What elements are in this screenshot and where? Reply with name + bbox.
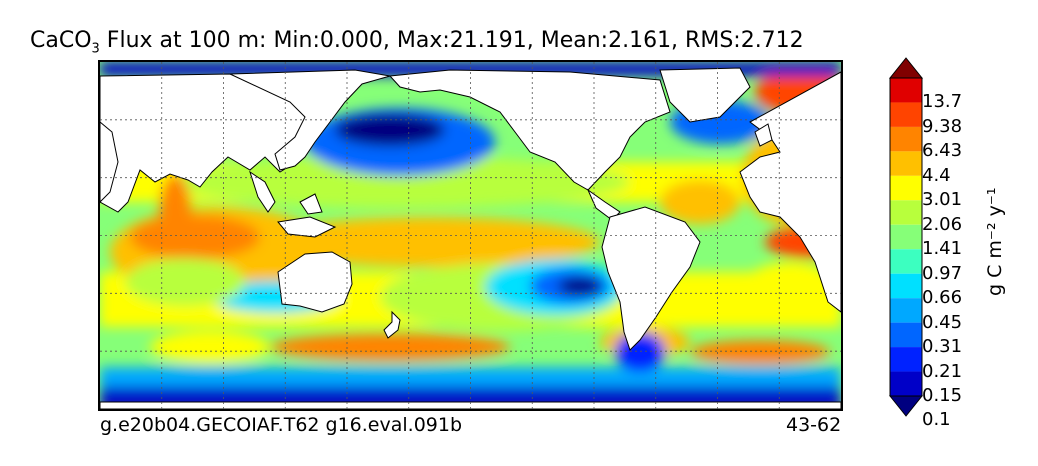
colorbar-tick-label: 4.4 <box>922 164 951 186</box>
colorbar-bin <box>890 273 922 299</box>
colorbar-tick-label: 9.38 <box>922 115 963 137</box>
colorbar-tick-label: 0.31 <box>922 336 963 358</box>
case-name: g.e20b04.GECOIAF.T62 g16.eval.091b <box>100 414 463 436</box>
uk-landmass <box>754 123 773 147</box>
colorbar-max-arrow <box>888 57 924 79</box>
colorbar-bin <box>890 175 922 201</box>
colorbar-bin <box>890 371 922 396</box>
colorbar-bin <box>890 298 922 323</box>
colorbar-bin <box>890 322 922 348</box>
colorbar-bin <box>890 126 922 152</box>
colorbar-tick-label: 0.45 <box>922 311 963 333</box>
north-america-landmass <box>388 69 671 191</box>
chart-title: CaCO3 Flux at 100 m: Min:0.000, Max:21.1… <box>30 28 804 56</box>
new-zealand-landmass <box>383 310 401 339</box>
graticule <box>100 62 841 409</box>
colorbar-bin <box>890 102 922 127</box>
colorbar-tick-label: 0.1 <box>922 409 951 431</box>
colorbar-unit-label: g C m⁻² y⁻¹ <box>984 187 1006 297</box>
title-text: Flux at 100 m: Min:0.000, Max:21.191, Me… <box>99 28 804 53</box>
colorbar-bin <box>890 78 922 103</box>
africa-west-edge <box>100 121 119 203</box>
colorbar-bin <box>890 347 922 372</box>
colorbar-min-arrow <box>888 395 924 417</box>
colorbar-bin <box>890 151 922 176</box>
year-range: 43-62 <box>786 414 842 436</box>
flux-map <box>100 62 841 409</box>
colorbar-tick-label: 2.06 <box>922 213 963 235</box>
colorbar-tick-label: 0.66 <box>922 287 963 309</box>
colorbar-tick-label: 1.41 <box>922 238 963 260</box>
south-america-landmass <box>601 206 701 351</box>
colorbar-tick-label: 3.01 <box>922 189 963 211</box>
title-subscript: 3 <box>91 41 100 57</box>
colorbar-bin <box>890 249 922 274</box>
colorbar <box>888 57 924 417</box>
colorbar-tick-label: 0.21 <box>922 360 963 382</box>
map-panel <box>98 60 843 411</box>
colorbar-tick-label: 13.7 <box>922 91 963 113</box>
colorbar-bin <box>890 200 922 225</box>
colorbar-bin <box>890 224 922 250</box>
greenland-landmass <box>659 67 751 123</box>
colorbar-tick-label: 0.97 <box>922 262 963 284</box>
colorbar-tick-label: 0.15 <box>922 385 963 406</box>
title-compound: CaCO <box>30 28 92 53</box>
australia-landmass <box>277 251 353 313</box>
colorbar-tick-label: 6.43 <box>922 140 963 162</box>
southeast-asia-landmass <box>249 170 337 238</box>
